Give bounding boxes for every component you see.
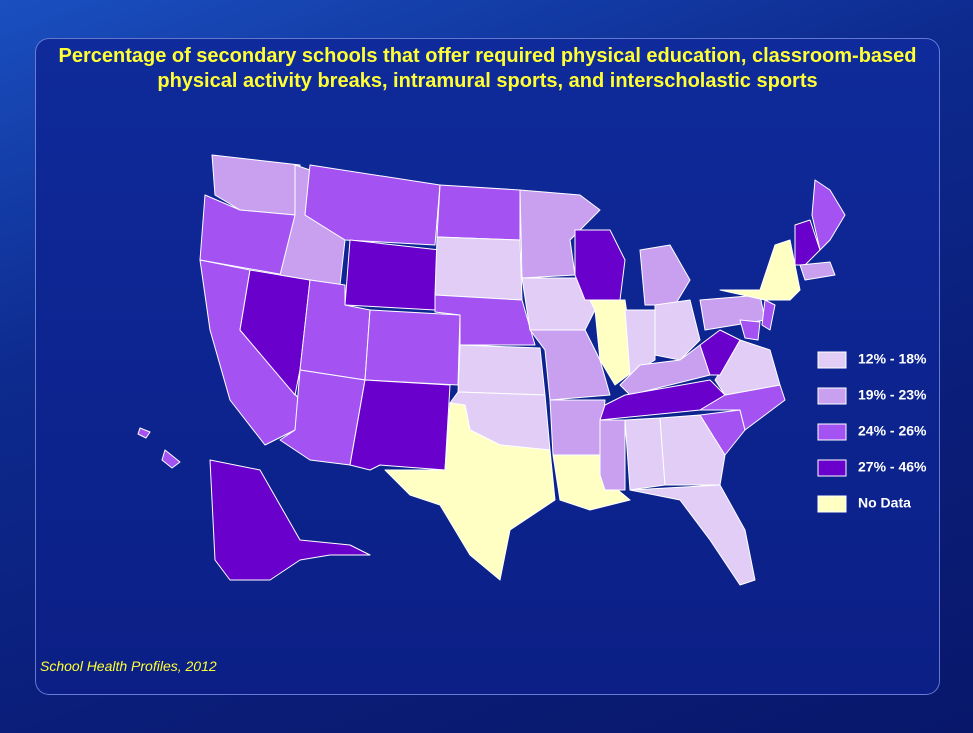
state xyxy=(654,299,701,361)
state xyxy=(549,399,606,456)
state xyxy=(384,402,556,581)
state xyxy=(699,329,741,376)
state xyxy=(811,179,846,251)
state xyxy=(137,427,151,439)
legend: 12% - 18% 19% - 23% 24% - 26% 27% - 46% No D… xyxy=(817,351,927,513)
state xyxy=(436,184,521,241)
state xyxy=(739,319,761,341)
legend-label: 19% - 23% xyxy=(858,387,927,403)
legend-label: 27% - 46% xyxy=(858,459,927,475)
state xyxy=(624,417,666,491)
state xyxy=(761,299,776,331)
legend-swatch xyxy=(817,387,847,405)
source-note: School Health Profiles, 2012 xyxy=(40,658,217,674)
state xyxy=(349,379,451,471)
legend-swatch xyxy=(817,423,847,441)
state xyxy=(659,414,726,486)
legend-label: 12% - 18% xyxy=(858,351,927,367)
state xyxy=(364,309,461,386)
state xyxy=(529,329,611,401)
state xyxy=(624,309,656,376)
legend-swatch xyxy=(817,495,847,513)
state xyxy=(589,299,636,386)
state xyxy=(794,219,821,266)
state xyxy=(161,449,181,469)
state xyxy=(434,236,523,301)
state xyxy=(799,261,836,281)
state xyxy=(629,484,756,586)
state xyxy=(304,164,441,246)
state xyxy=(209,459,371,581)
legend-swatch xyxy=(817,459,847,477)
state xyxy=(574,229,626,301)
state xyxy=(599,419,626,491)
state xyxy=(344,239,441,311)
state xyxy=(719,239,801,301)
map-title: Percentage of secondary schools that off… xyxy=(58,45,917,92)
state xyxy=(521,277,596,331)
state xyxy=(639,244,691,306)
legend-swatch xyxy=(817,351,847,369)
states xyxy=(137,154,846,586)
legend-label: 24% - 26% xyxy=(858,423,927,439)
state xyxy=(457,344,546,396)
legend-label: No Data xyxy=(858,495,911,511)
